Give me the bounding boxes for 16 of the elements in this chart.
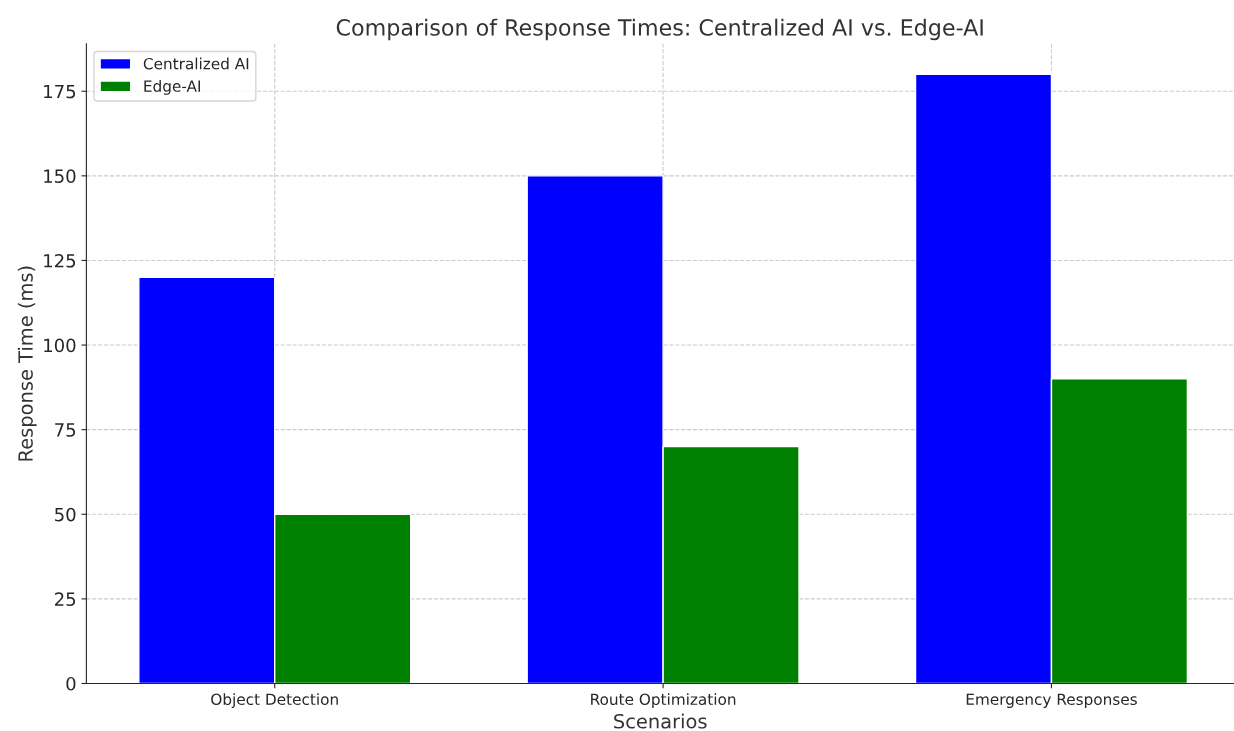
- x-tick-label: Route Optimization: [591, 693, 736, 708]
- x-tick-label: Emergency Responses: [966, 693, 1137, 708]
- y-tick-label: 25: [55, 592, 76, 606]
- y-tick-label: 175: [44, 84, 76, 99]
- y-tick-label: 75: [55, 423, 76, 437]
- chart-title: Comparison of Response Times: Centralized AI vs. Edge-AI: [336, 18, 983, 41]
- legend-label: Centralized AI: [143, 57, 249, 70]
- y-tick-label: 50: [55, 507, 76, 522]
- legend-label: Edge-AI: [144, 80, 200, 95]
- x-tick-label: Object Detection: [211, 693, 338, 708]
- y-tick-label: 150: [44, 169, 76, 183]
- y-axis-title: Response Time (ms): [17, 266, 37, 461]
- y-tick-label: 100: [44, 338, 76, 353]
- y-tick-label: 125: [44, 253, 76, 268]
- y-tick-label: 0: [66, 676, 76, 691]
- x-axis-title: Scenarios: [614, 713, 707, 729]
